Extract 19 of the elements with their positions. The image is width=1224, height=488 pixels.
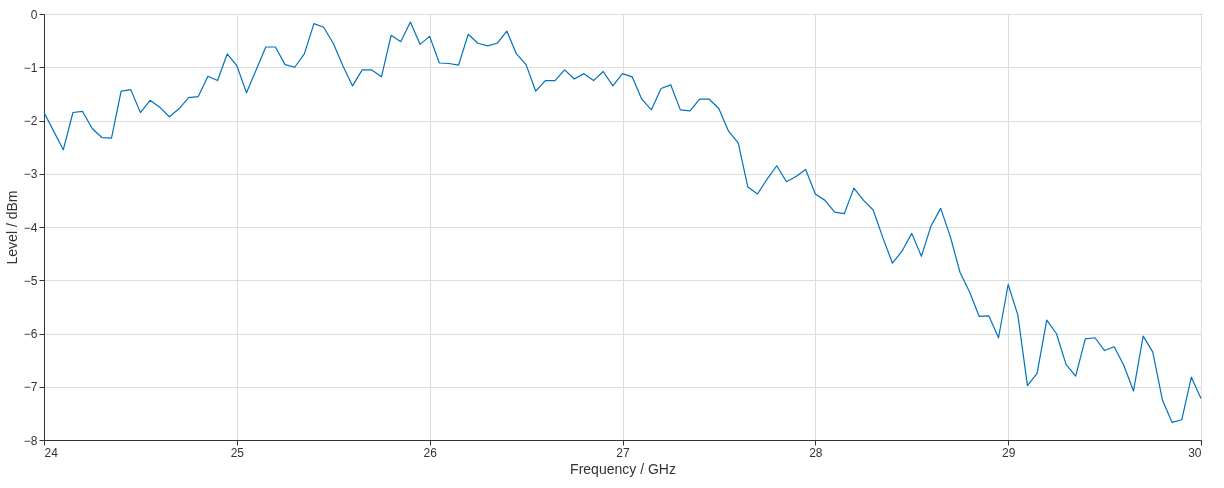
x-tick-label: 28 bbox=[809, 445, 823, 460]
x-tick-label: 29 bbox=[1001, 445, 1016, 460]
x-tick-label: 27 bbox=[616, 445, 630, 460]
y-axis-title: Level / dBm bbox=[3, 190, 20, 265]
y-tick-label: −2 bbox=[23, 114, 38, 128]
x-axis-title: Frequency / GHz bbox=[570, 460, 676, 477]
y-tick-label: −7 bbox=[23, 380, 38, 395]
y-tick-label: −1 bbox=[23, 60, 38, 75]
y-tick-label: −4 bbox=[23, 220, 38, 235]
y-tick-label: −3 bbox=[23, 167, 38, 182]
x-tick-label: 25 bbox=[230, 445, 245, 460]
line-series bbox=[43, 21, 1202, 424]
x-tick-label: 30 bbox=[1188, 445, 1202, 460]
y-tick-label: −5 bbox=[23, 273, 38, 288]
x-tick-label: 26 bbox=[423, 445, 438, 460]
y-tick-label: −6 bbox=[23, 327, 38, 341]
x-tick-label: 24 bbox=[44, 445, 59, 460]
y-tick-label: −8 bbox=[23, 433, 38, 448]
y-tick-label: 0 bbox=[30, 7, 38, 22]
